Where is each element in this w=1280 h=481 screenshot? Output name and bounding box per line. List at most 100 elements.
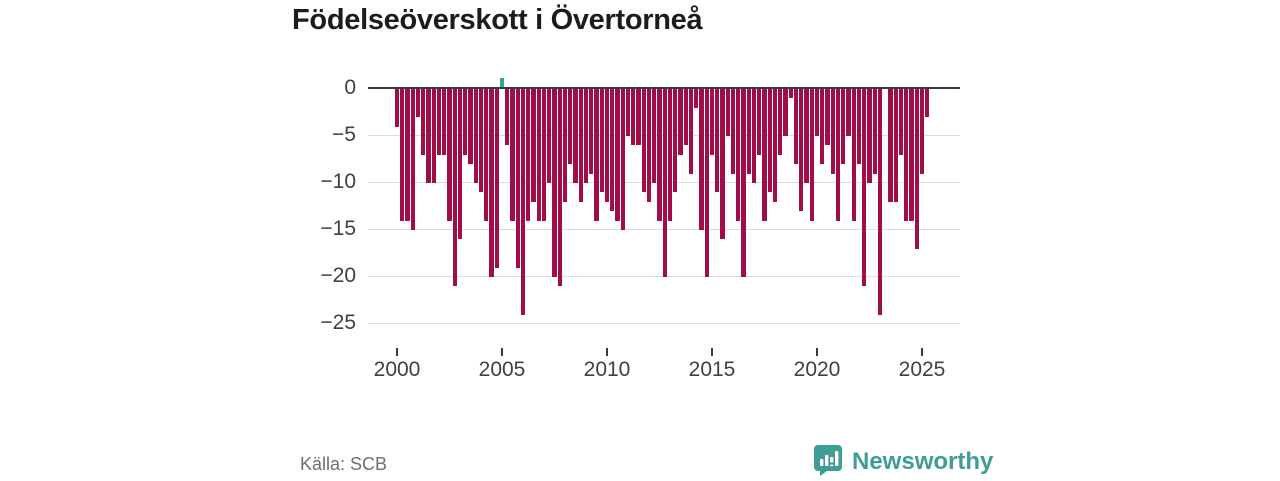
y-axis-tick-label: −25 [320, 311, 356, 334]
negative-bar [473, 89, 478, 183]
brand-name: Newsworthy [852, 447, 994, 475]
negative-bar [515, 89, 520, 268]
negative-bar [788, 89, 793, 99]
positive-bar [499, 77, 505, 87]
negative-bar [442, 89, 447, 155]
negative-bar [589, 89, 594, 174]
negative-bar [478, 89, 484, 193]
negative-bar [421, 89, 426, 155]
negative-bar [825, 89, 830, 146]
negative-bar [541, 89, 547, 221]
negative-bar [673, 89, 678, 193]
negative-bar [751, 89, 757, 183]
negative-bar [783, 89, 788, 136]
negative-bar [893, 89, 898, 202]
negative-bar [856, 89, 862, 165]
negative-bar [657, 89, 662, 221]
negative-bar [720, 89, 725, 240]
negative-bar [510, 89, 515, 221]
negative-bar [410, 89, 415, 230]
newsworthy-logo-icon [813, 444, 843, 481]
negative-bar [552, 89, 557, 277]
x-axis-tick-label: 2020 [793, 358, 841, 381]
x-axis-tick [816, 348, 818, 356]
negative-bar [494, 89, 499, 268]
negative-bar [809, 89, 814, 221]
x-axis-tick-label: 2025 [898, 358, 946, 381]
negative-bar [625, 89, 631, 136]
negative-bar [699, 89, 704, 230]
negative-bar [505, 89, 510, 146]
negative-bar [904, 89, 909, 221]
y-axis-tick-label: −20 [320, 264, 356, 287]
negative-bar [683, 89, 688, 146]
negative-bar [662, 89, 667, 277]
x-axis-line [368, 87, 960, 89]
negative-bar [520, 89, 526, 315]
negative-bar [604, 89, 610, 202]
negative-bar [862, 89, 867, 287]
negative-bar [725, 89, 730, 136]
negative-bar [919, 89, 925, 174]
negative-bar [646, 89, 652, 202]
negative-bar [704, 89, 709, 277]
negative-bar [615, 89, 620, 221]
negative-bar [610, 89, 615, 212]
negative-bar [820, 89, 825, 165]
negative-bar [636, 89, 641, 146]
negative-bar [678, 89, 683, 155]
negative-bar [909, 89, 914, 221]
negative-bar [746, 89, 751, 174]
negative-bar [526, 89, 531, 221]
negative-bar [898, 89, 904, 155]
x-axis-tick-label: 2010 [583, 358, 631, 381]
negative-bar [715, 89, 720, 193]
negative-bar [851, 89, 856, 221]
negative-bar [594, 89, 599, 221]
negative-bar [667, 89, 673, 221]
x-axis-tick [501, 348, 503, 356]
negative-bar [888, 89, 893, 202]
y-axis-tick-label: −15 [320, 217, 356, 240]
negative-bar [641, 89, 646, 193]
negative-bar [489, 89, 494, 277]
negative-bar [835, 89, 841, 221]
negative-bar [872, 89, 877, 174]
negative-bar [468, 89, 473, 165]
negative-bar [762, 89, 767, 221]
negative-bar [814, 89, 820, 136]
negative-bar [426, 89, 431, 183]
negative-bar [846, 89, 851, 136]
x-axis-tick [606, 348, 608, 356]
negative-bar [536, 89, 541, 221]
negative-bar [694, 89, 699, 108]
negative-bar [688, 89, 694, 174]
negative-bar [599, 89, 604, 193]
negative-bar [415, 89, 421, 118]
negative-bar [573, 89, 578, 183]
x-axis-tick [921, 348, 923, 356]
y-axis-tick-label: 0 [344, 76, 356, 99]
y-axis-tick-label: −10 [320, 170, 356, 193]
negative-bar [405, 89, 410, 221]
negative-bar [767, 89, 772, 193]
negative-bar [452, 89, 457, 287]
negative-bar [447, 89, 452, 221]
negative-bar [757, 89, 762, 155]
x-axis-tick [396, 348, 398, 356]
negative-bar [741, 89, 746, 277]
negative-bar [730, 89, 736, 174]
negative-bar [578, 89, 583, 202]
negative-bar [772, 89, 778, 202]
negative-bar [841, 89, 846, 165]
negative-bar [431, 89, 436, 183]
y-axis-tick-label: −5 [332, 123, 356, 146]
negative-bar [463, 89, 468, 155]
negative-bar [568, 89, 573, 165]
negative-bar [804, 89, 809, 183]
gridline [368, 323, 960, 324]
negative-bar [436, 89, 442, 155]
negative-bar [914, 89, 919, 249]
negative-bar [778, 89, 783, 155]
